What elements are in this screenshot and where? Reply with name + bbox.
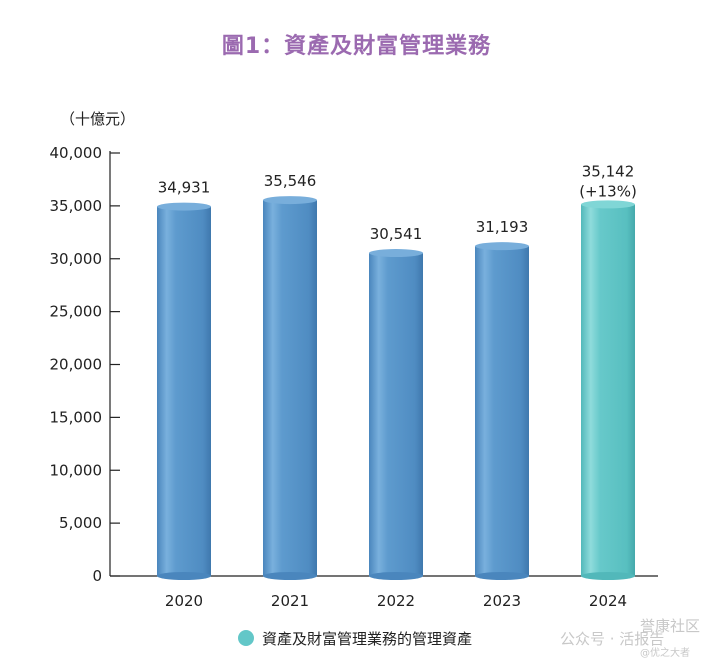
bar-body [263, 200, 317, 576]
bar-2020 [157, 202, 211, 580]
data-label: 35,142 [582, 162, 635, 180]
watermark-line2: 誉康社区 [640, 617, 700, 635]
watermark-text: 公众号 · 活报告 [560, 630, 664, 648]
watermark-line3: @优之大者 [640, 646, 690, 659]
data-label: 30,541 [370, 225, 423, 243]
x-tick-label: 2020 [165, 592, 203, 610]
bar-body [157, 206, 211, 576]
bar-base [263, 572, 317, 580]
y-tick-label: 20,000 [50, 356, 103, 374]
bar-body [369, 253, 423, 576]
bar-cap [369, 249, 423, 258]
data-label: 34,931 [158, 179, 211, 197]
y-tick-label: 0 [92, 567, 102, 585]
legend: 資產及財富管理業務的管理資產 [238, 630, 472, 648]
watermark: 公众号 · 活报告 誉康社区 @优之大者 [560, 617, 700, 659]
y-tick-label: 10,000 [50, 461, 103, 479]
bar-2023 [475, 242, 529, 580]
y-tick-label: 30,000 [50, 250, 103, 268]
y-tick-label: 35,000 [50, 197, 103, 215]
bar-2022 [369, 249, 423, 580]
bar-2024 [581, 200, 635, 580]
bar-cap [157, 202, 211, 211]
y-tick-label: 15,000 [50, 408, 103, 426]
x-tick-label: 2022 [377, 592, 415, 610]
bar-cap [475, 242, 529, 251]
bar-cap [263, 196, 317, 205]
y-tick-label: 5,000 [59, 514, 102, 532]
data-label: 35,546 [264, 172, 317, 190]
x-tick-label: 2023 [483, 592, 521, 610]
legend-swatch [238, 630, 254, 646]
bar-base [581, 572, 635, 580]
y-axis-unit-label: （十億元） [60, 110, 135, 128]
bar-2021 [263, 196, 317, 580]
legend-label: 資產及財富管理業務的管理資產 [262, 630, 472, 648]
bar-body [475, 246, 529, 576]
bar-body [581, 204, 635, 576]
growth-label: (+13%) [579, 182, 637, 200]
bar-base [369, 572, 423, 580]
x-tick-label: 2021 [271, 592, 309, 610]
data-label: 31,193 [476, 218, 529, 236]
chart-title: 圖1：資產及財富管理業務 [221, 34, 492, 59]
bar-cap [581, 200, 635, 209]
y-tick-label: 40,000 [50, 144, 103, 162]
bar-base [475, 572, 529, 580]
y-tick-label: 25,000 [50, 303, 103, 321]
bar-base [157, 572, 211, 580]
x-tick-label: 2024 [589, 592, 627, 610]
